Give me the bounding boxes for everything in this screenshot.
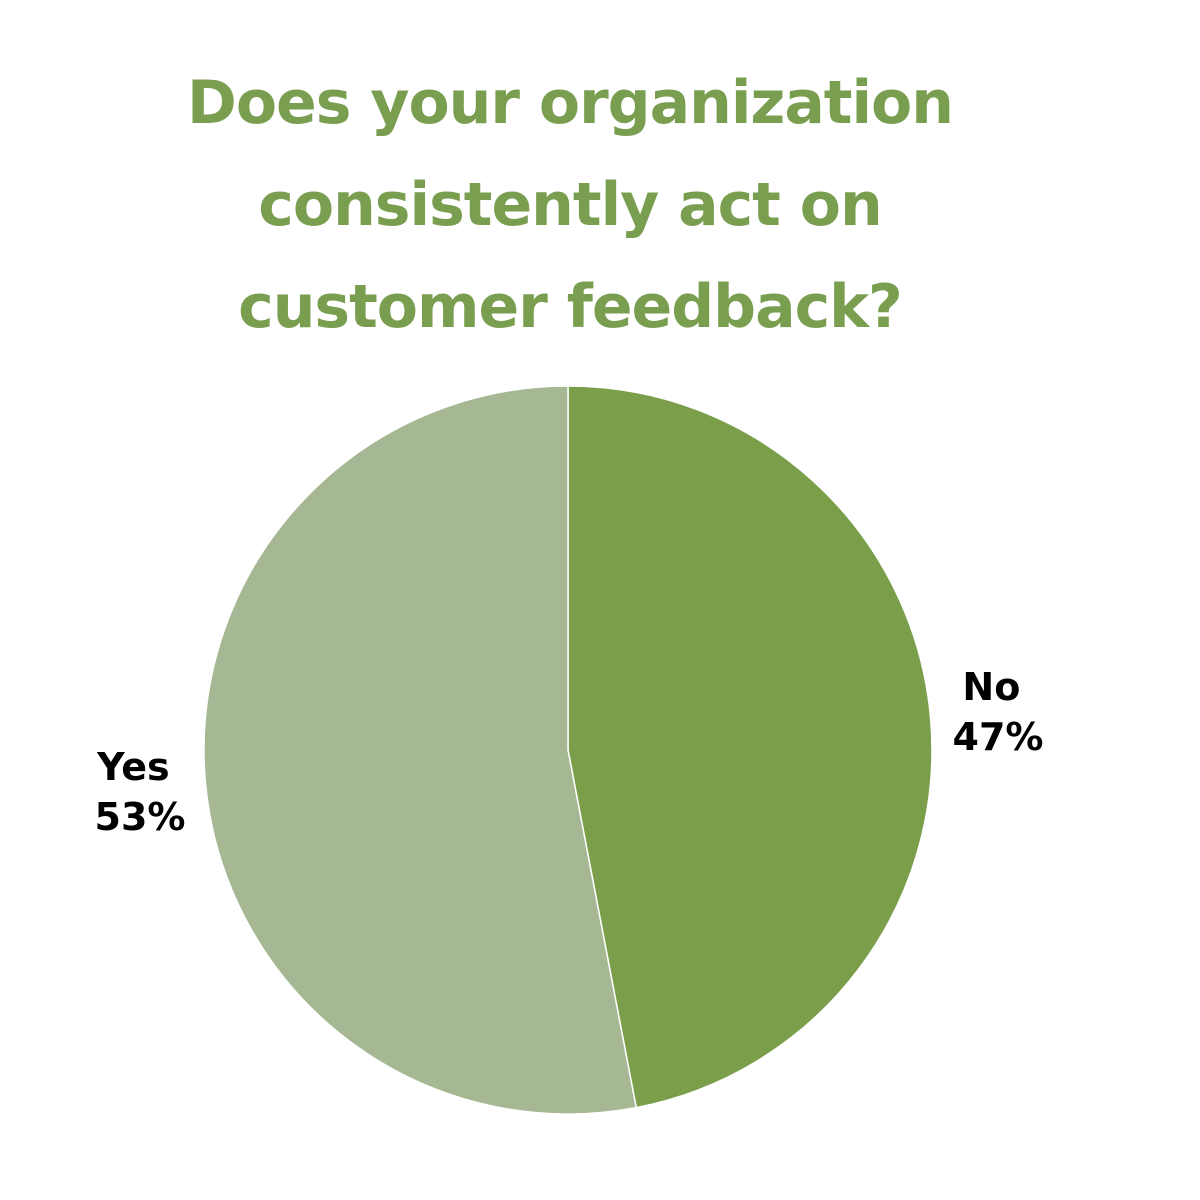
slice-label-no-percent: 47% xyxy=(953,715,1044,759)
chart-title-line-1: Does your organization xyxy=(187,68,954,138)
pie-slices xyxy=(203,385,933,1115)
slice-label-yes-name: Yes xyxy=(96,745,169,789)
chart-title-line-2: consistently act on xyxy=(258,170,882,240)
pie-labels: No 47% Yes 53% xyxy=(95,665,1044,839)
slice-label-no: No 47% xyxy=(953,665,1044,759)
slice-label-yes-percent: 53% xyxy=(95,795,186,839)
slice-label-no-name: No xyxy=(962,665,1020,709)
chart-title-line-3: customer feedback? xyxy=(238,272,903,342)
pie-slice-no xyxy=(567,385,933,1109)
pie-slice-yes xyxy=(203,385,638,1115)
slice-label-yes: Yes 53% xyxy=(95,745,186,839)
chart-title: Does your organization consistently act … xyxy=(100,52,1040,358)
